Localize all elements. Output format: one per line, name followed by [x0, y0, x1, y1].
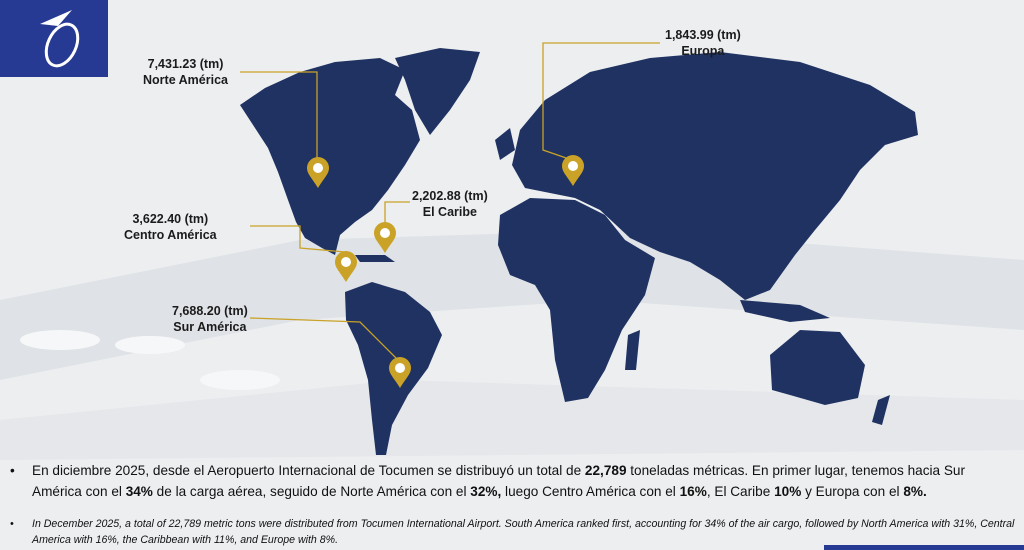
bullet-text-en: In December 2025, a total of 22,789 metr…	[32, 518, 1015, 546]
region-value: 7,431.23 (tm)	[147, 57, 224, 71]
callout-line-europa	[542, 42, 660, 161]
pin-icon	[389, 357, 411, 388]
summary-bullets: • En diciembre 2025, desde el Aeropuerto…	[10, 460, 1015, 548]
map-pins	[307, 155, 584, 388]
region-value: 2,202.88 (tm)	[412, 189, 488, 203]
footer-strip	[824, 545, 1024, 550]
label-norte-america: 7,431.23 (tm) Norte América	[143, 56, 228, 88]
region-name: Sur América	[173, 320, 247, 334]
label-el-caribe: 2,202.88 (tm) El Caribe	[412, 188, 488, 220]
bullet-spanish: • En diciembre 2025, desde el Aeropuerto…	[10, 460, 1015, 502]
region-value: 3,622.40 (tm)	[132, 212, 209, 226]
region-value: 7,688.20 (tm)	[172, 304, 248, 318]
callout-line-sur-america	[249, 317, 399, 361]
bullet-icon: •	[10, 463, 15, 478]
madagascar-shape	[625, 330, 640, 370]
callout-line-centro-america	[250, 225, 346, 253]
label-sur-america: 7,688.20 (tm) Sur América	[172, 303, 248, 335]
bullet-text-es: En diciembre 2025, desde el Aeropuerto I…	[32, 463, 965, 499]
tocumen-logo-icon	[40, 10, 80, 68]
australia-shape	[770, 330, 865, 405]
africa-shape	[498, 198, 655, 402]
callout-line-el-caribe	[384, 201, 410, 225]
region-name: Europa	[681, 44, 725, 58]
region-name: El Caribe	[422, 205, 477, 219]
indonesia-shape	[740, 300, 830, 322]
pin-icon	[335, 251, 357, 282]
label-europa: 1,843.99 (tm) Europa	[665, 27, 741, 59]
region-value: 1,843.99 (tm)	[665, 28, 741, 42]
eurasia-shape	[512, 52, 918, 300]
region-name: Norte América	[143, 73, 228, 87]
callout-lines	[240, 42, 660, 361]
north-america-shape	[240, 58, 420, 255]
bullet-english: • In December 2025, a total of 22,789 me…	[10, 516, 1015, 548]
callout-line-norte-america	[240, 71, 318, 160]
greenland-shape	[395, 48, 480, 135]
bullet-icon: •	[10, 518, 14, 530]
label-centro-america: 3,622.40 (tm) Centro América	[124, 211, 217, 243]
continents	[240, 48, 918, 455]
uk-shape	[495, 128, 515, 160]
pin-icon	[374, 222, 396, 253]
new-zealand-shape	[872, 395, 890, 425]
pin-icon	[562, 155, 584, 186]
region-name: Centro América	[124, 228, 217, 242]
logo	[0, 0, 108, 77]
caribbean-shape	[355, 255, 395, 262]
pin-icon	[307, 157, 329, 188]
